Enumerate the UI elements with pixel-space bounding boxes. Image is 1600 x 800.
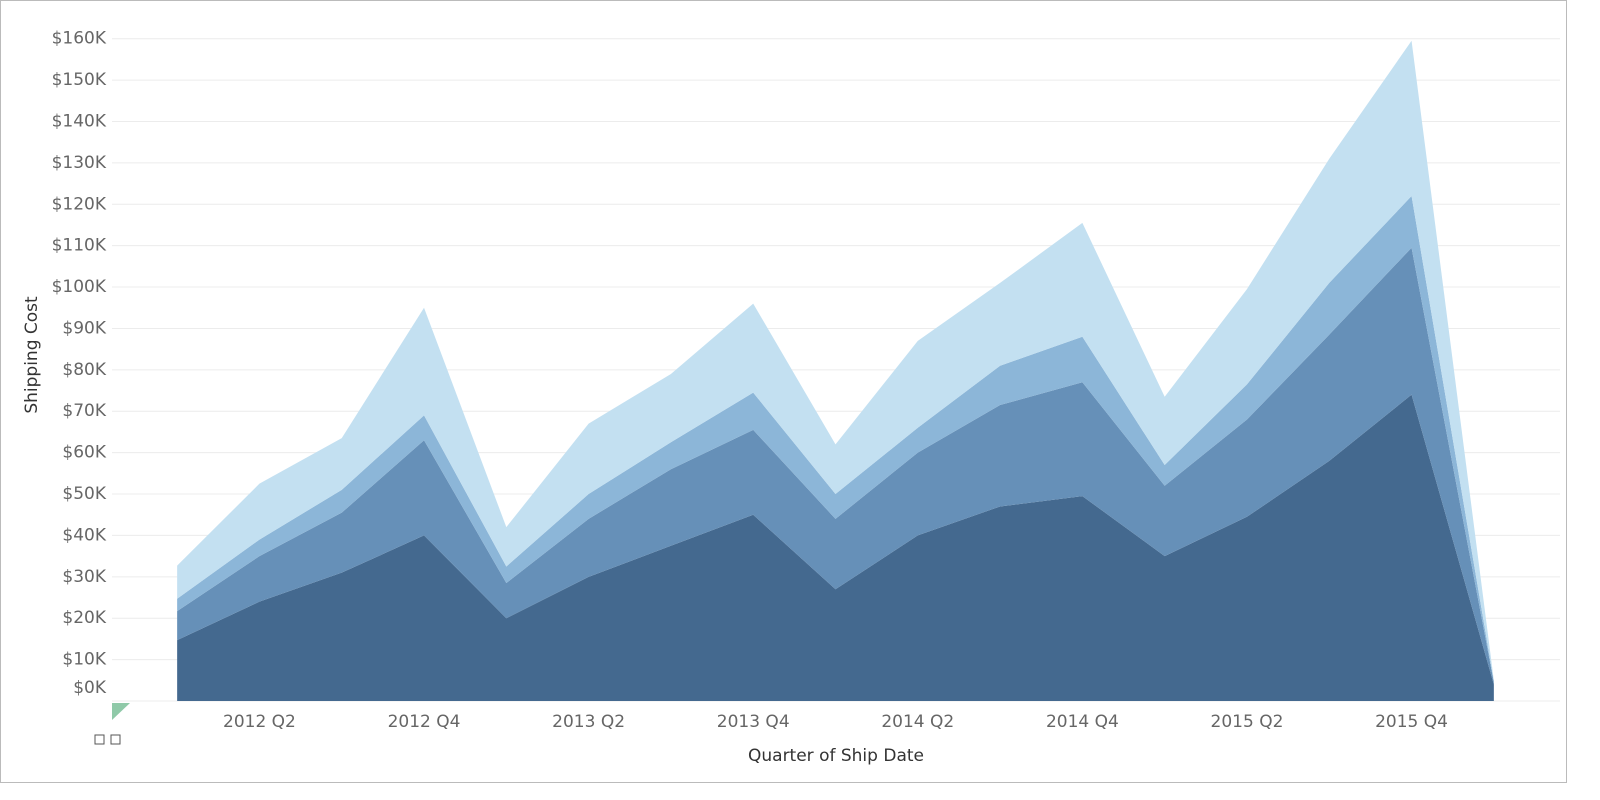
y-axis-title: Shipping Cost bbox=[22, 296, 42, 414]
x-tick-label: 2015 Q2 bbox=[1211, 712, 1284, 732]
y-tick-label: $0K bbox=[73, 678, 107, 698]
y-tick-label: $20K bbox=[62, 608, 106, 628]
y-tick-label: $40K bbox=[62, 525, 106, 545]
y-tick-label: $80K bbox=[62, 360, 106, 380]
collapse-button[interactable] bbox=[94, 734, 105, 745]
x-tick-label: 2015 Q4 bbox=[1375, 712, 1448, 732]
x-tick-label: 2013 Q4 bbox=[717, 712, 790, 732]
y-tick-label: $110K bbox=[52, 236, 107, 256]
y-tick-label: $70K bbox=[62, 401, 106, 421]
y-tick-label: $60K bbox=[62, 443, 106, 463]
x-axis-title: Quarter of Ship Date bbox=[748, 746, 924, 766]
y-tick-label: $90K bbox=[62, 318, 106, 338]
x-tick-label: 2013 Q2 bbox=[552, 712, 625, 732]
y-tick-label: $150K bbox=[52, 70, 107, 90]
x-tick-label: 2014 Q2 bbox=[881, 712, 954, 732]
area bbox=[177, 394, 1494, 701]
y-tick-label: $10K bbox=[62, 650, 106, 670]
area bbox=[177, 40, 1494, 682]
y-tick-label: $50K bbox=[62, 484, 106, 504]
y-tick-label: $160K bbox=[52, 29, 107, 49]
x-tick-label: 2012 Q2 bbox=[223, 712, 296, 732]
x-tick-label: 2014 Q4 bbox=[1046, 712, 1119, 732]
expand-button[interactable] bbox=[110, 734, 121, 745]
y-tick-label: $130K bbox=[52, 153, 107, 173]
y-tick-label: $30K bbox=[62, 567, 106, 587]
x-tick-label: 2012 Q4 bbox=[388, 712, 461, 732]
area bbox=[177, 247, 1494, 685]
y-tick-label: $120K bbox=[52, 194, 107, 214]
corner-marker bbox=[112, 703, 130, 720]
y-tick-label: $100K bbox=[52, 277, 107, 297]
y-tick-label: $140K bbox=[52, 111, 107, 131]
